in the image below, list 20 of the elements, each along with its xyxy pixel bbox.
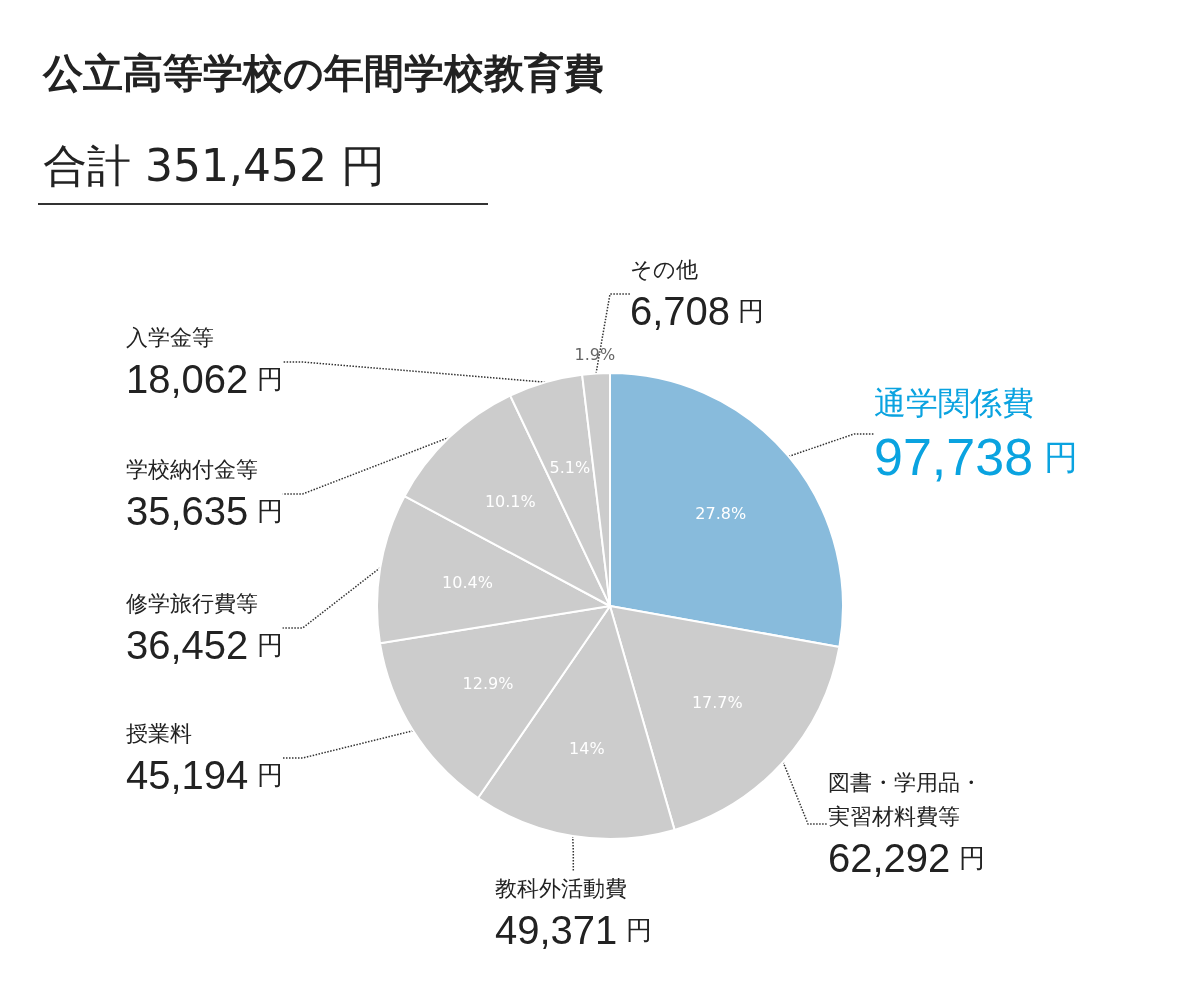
chart-subtitle: 合計 351,452 円 [43, 139, 385, 191]
slice-label: 図書・学用品・実習材料費等 [828, 769, 982, 829]
slice-label: 入学金等 [126, 324, 214, 350]
slice-label: 通学関係費 [874, 384, 1034, 422]
text: 27.8% [695, 503, 747, 523]
slice-label: 授業料 [126, 720, 192, 746]
slice-label: その他 [630, 256, 698, 282]
slice-label: 学校納付金等 [126, 456, 258, 482]
slice-label: 教科外活動費 [495, 875, 627, 901]
slice-label: 修学旅行費等 [126, 590, 258, 616]
chart-title: 公立高等学校の年間学校教育費 [42, 50, 604, 96]
data-label: 45,194 円 [126, 753, 283, 797]
data-label: 36,452 円 [126, 623, 283, 667]
data-label: 62,292 円 [828, 836, 985, 880]
text: 1.9% [574, 345, 616, 365]
data-label: 49,371 円 [495, 908, 652, 952]
data-label: 6,708 円 [630, 289, 765, 333]
data-label: 35,635 円 [126, 489, 283, 533]
data-label: 18,062 円 [126, 357, 283, 401]
data-label: 97,738 円 [874, 428, 1078, 486]
